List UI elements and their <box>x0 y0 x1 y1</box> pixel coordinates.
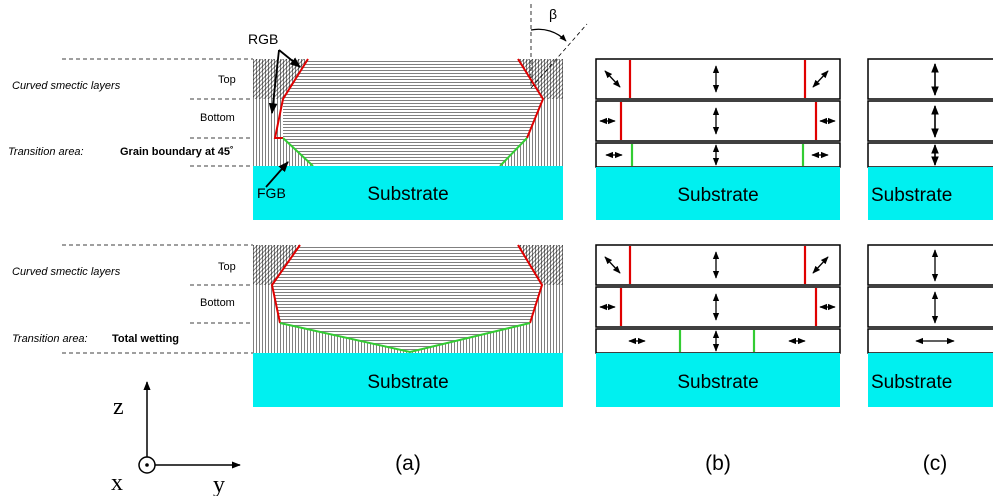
curved-smectic-label: Curved smectic layers <box>12 266 121 278</box>
total-wetting-label: Total wetting <box>112 333 179 345</box>
substrate-block <box>596 167 840 220</box>
fgb-boundary-left <box>282 137 314 167</box>
rgb-boundary-right <box>517 244 544 324</box>
rgb-arrow-2 <box>268 49 280 115</box>
panel-c-top: Substrate <box>867 58 993 220</box>
fgb-label: FGB <box>257 185 286 201</box>
diagonal-arrow-icon <box>604 256 621 274</box>
substrate-block <box>868 167 993 220</box>
rgb-label: RGB <box>248 31 278 47</box>
panel-b-label: (b) <box>705 452 731 475</box>
beta-tilted-guide <box>530 23 588 89</box>
beta-label: β <box>549 6 557 22</box>
fgb-arrow <box>265 161 289 188</box>
axis-y-label: y <box>213 472 225 496</box>
panel-a-bottom: Substrate Curved smectic layers Top Bott… <box>12 244 563 407</box>
curved-smectic-label: Curved smectic layers <box>12 80 121 92</box>
grain-boundary-label: Grain boundary at 45˚ <box>120 146 234 158</box>
substrate-block <box>868 353 993 407</box>
substrate-label: Substrate <box>367 372 448 393</box>
panel-c-label: (c) <box>923 452 948 475</box>
coordinate-axes: z y x <box>111 381 241 496</box>
dashed-guides-a-top <box>62 58 253 167</box>
substrate-label: Substrate <box>871 185 952 206</box>
panel-a-label: (a) <box>395 452 421 475</box>
transition-prefix: Transition area: <box>12 333 88 345</box>
beta-arc <box>530 28 567 42</box>
substrate-label: Substrate <box>871 372 952 393</box>
rgb-boundary-left <box>270 244 301 324</box>
transition-prefix: Transition area: <box>8 146 84 158</box>
panel-c-bottom: Substrate <box>867 244 993 407</box>
top-label: Top <box>218 74 236 86</box>
panel-a-top: Substrate Curved smectic layers Top Bott… <box>8 4 588 220</box>
rgb-boundary-left <box>273 58 309 139</box>
rgb-boundary-right <box>517 58 545 139</box>
bottom-label: Bottom <box>200 112 235 124</box>
rgb-arrow-1 <box>278 49 301 68</box>
axis-x-label: x <box>111 470 123 496</box>
panel-b-bottom: Substrate <box>595 244 841 407</box>
substrate-block <box>253 166 563 220</box>
fgb-boundary <box>279 322 531 354</box>
diagonal-arrow-icon <box>812 256 829 274</box>
diagonal-arrow-icon <box>604 70 621 88</box>
x-axis-center-dot <box>145 463 149 467</box>
dashed-guides-a-bottom <box>62 244 253 354</box>
panel-b-top: Substrate <box>595 58 841 220</box>
substrate-label: Substrate <box>367 184 448 205</box>
top-label: Top <box>218 261 236 273</box>
substrate-label: Substrate <box>677 185 758 206</box>
fgb-boundary-right <box>499 137 528 167</box>
substrate-block <box>253 353 563 407</box>
smectic-film-a-top <box>253 59 563 166</box>
smectic-film-a-bottom <box>253 245 563 353</box>
substrate-label: Substrate <box>677 372 758 393</box>
diagonal-arrow-icon <box>812 70 829 88</box>
axis-z-label: z <box>113 394 124 420</box>
substrate-block <box>596 353 840 407</box>
bottom-label: Bottom <box>200 297 235 309</box>
